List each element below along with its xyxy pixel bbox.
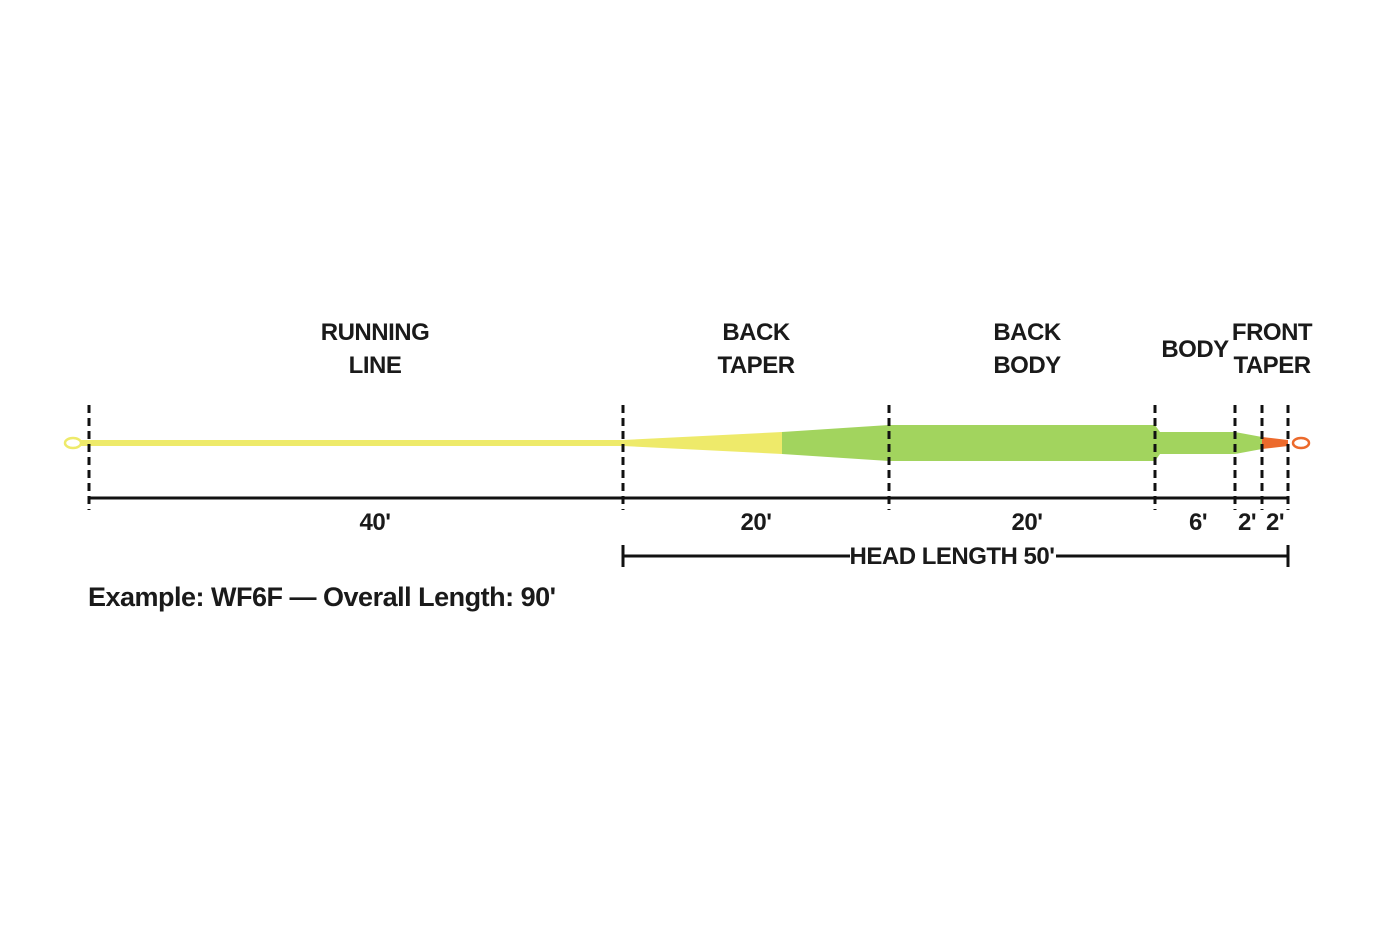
- section-label: BODY: [993, 352, 1061, 379]
- front-tip: [1262, 437, 1288, 449]
- section-label: BACK: [722, 319, 790, 346]
- section-label: LINE: [349, 352, 402, 379]
- section-label: FRONT: [1232, 319, 1313, 346]
- head-length-label: HEAD LENGTH 50': [850, 543, 1055, 570]
- section-length: 20': [1012, 509, 1043, 536]
- fly-line: [63, 425, 1311, 461]
- section-length: 20': [741, 509, 772, 536]
- section-label: BACK: [993, 319, 1061, 346]
- back-taper-yellow: [623, 432, 782, 454]
- section-length: 40': [360, 509, 391, 536]
- dividers: [87, 405, 1290, 510]
- section-length: 2': [1238, 509, 1256, 536]
- section-length: 6': [1189, 509, 1207, 536]
- section-length: 2': [1266, 509, 1284, 536]
- back-body: [889, 425, 1155, 461]
- section-label: BODY: [1161, 336, 1229, 363]
- head-length-bracket: HEAD LENGTH 50': [621, 543, 1290, 570]
- back-taper-green: [782, 425, 889, 461]
- section-label: TAPER: [717, 352, 794, 379]
- front-loop: [1291, 436, 1311, 450]
- section-label: TAPER: [1233, 352, 1310, 379]
- section-label: RUNNING: [321, 319, 430, 346]
- section-lengths: 40' 20' 20' 6' 2' 2': [360, 509, 1285, 536]
- caption: Example: WF6F — Overall Length: 90': [88, 582, 556, 612]
- running-line: [80, 440, 625, 446]
- section-labels: RUNNING LINE BACK TAPER BACK BODY BODY F…: [321, 319, 1314, 379]
